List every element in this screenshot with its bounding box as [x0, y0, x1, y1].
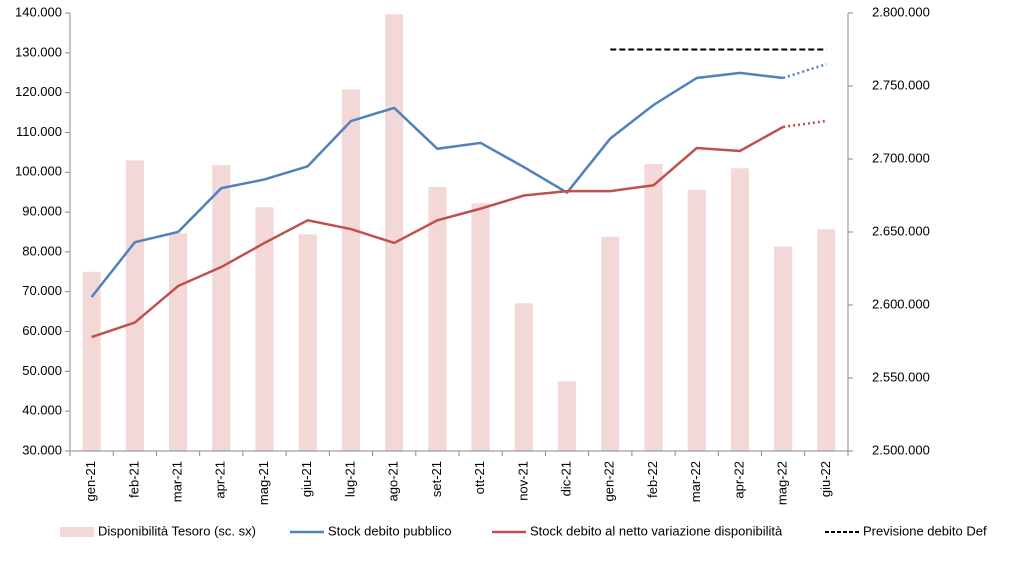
- bar: [730, 168, 750, 452]
- x-tick-label: mar-22: [688, 461, 703, 502]
- line-series: [91, 125, 784, 339]
- bar: [385, 14, 404, 451]
- x-tick-label: set-21: [429, 461, 444, 497]
- x-tick-label: ott-21: [472, 461, 487, 494]
- y-tick-label: 50.000: [22, 363, 62, 378]
- bar: [514, 303, 533, 451]
- x-tick-label: apr-22: [731, 461, 746, 499]
- y2-tick-label: 2.550.000: [872, 369, 930, 384]
- bar: [644, 163, 663, 452]
- x-tick-label: nov-21: [515, 461, 530, 501]
- bar: [687, 189, 706, 451]
- x-tick-label: gen-21: [83, 461, 98, 501]
- x-tick-label: apr-21: [213, 461, 228, 499]
- bar: [817, 229, 836, 451]
- y-tick-label: 100.000: [15, 164, 62, 179]
- bar: [298, 234, 317, 451]
- legend-label: Stock debito al netto variazione disponi…: [530, 523, 783, 538]
- legend-label: Disponibilità Tesoro (sc. sx): [98, 523, 256, 538]
- y2-tick-label: 2.750.000: [872, 77, 930, 92]
- bar: [428, 187, 447, 452]
- y-tick-label: 110.000: [16, 124, 62, 139]
- bar: [601, 236, 620, 451]
- y2-tick-label: 2.700.000: [872, 150, 930, 165]
- y2-tick-label: 2.650.000: [872, 223, 930, 238]
- y-tick-label: 140.000: [15, 4, 62, 19]
- x-tick-label: giu-21: [299, 461, 314, 497]
- y-tick-label: 130.000: [15, 44, 62, 59]
- y2-tick-label: 2.800.000: [872, 4, 930, 19]
- y-tick-label: 90.000: [22, 204, 62, 219]
- y-tick-label: 80.000: [22, 243, 62, 258]
- y-tick-label: 120.000: [15, 84, 62, 99]
- y-tick-label: 60.000: [22, 323, 62, 338]
- x-tick-label: dic-21: [558, 461, 573, 496]
- bar: [774, 246, 793, 451]
- bar: [168, 233, 188, 451]
- bar: [82, 271, 101, 451]
- bar: [125, 160, 144, 451]
- line-series: [90, 71, 784, 298]
- bar: [471, 203, 490, 451]
- y2-tick-label: 2.600.000: [872, 296, 930, 311]
- legend-label: Previsione debito Def: [863, 523, 987, 538]
- y2-tick-label: 2.500.000: [872, 442, 930, 457]
- x-tick-label: giu-22: [818, 461, 833, 497]
- y-tick-label: 30.000: [22, 442, 62, 457]
- x-tick-label: mar-21: [169, 461, 184, 502]
- x-tick-label: feb-22: [645, 461, 660, 498]
- y-tick-label: 40.000: [22, 403, 62, 418]
- bar: [341, 89, 361, 451]
- legend-swatch: [60, 527, 94, 537]
- x-tick-label: mag-21: [256, 461, 271, 505]
- x-tick-label: feb-21: [126, 461, 141, 498]
- bar: [212, 165, 231, 451]
- line-series: [782, 119, 827, 129]
- y-tick-label: 70.000: [22, 283, 62, 298]
- x-tick-label: mag-22: [775, 461, 790, 505]
- line-series: [782, 62, 827, 80]
- x-tick-label: ago-21: [386, 461, 401, 501]
- bar: [255, 207, 274, 451]
- legend-label: Stock debito pubblico: [328, 523, 452, 538]
- x-tick-label: lug-21: [342, 461, 357, 497]
- x-tick-label: gen-22: [602, 461, 617, 501]
- bar: [557, 381, 577, 451]
